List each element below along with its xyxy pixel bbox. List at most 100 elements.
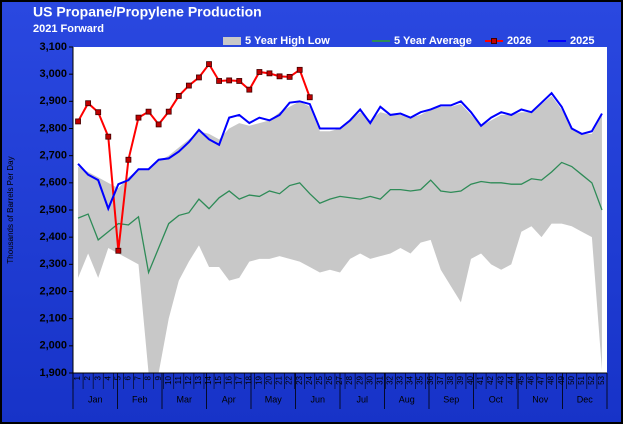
line: [77, 161, 603, 275]
x-tick-label: 22: [285, 375, 294, 384]
y-tick-label: 2,200: [39, 285, 67, 297]
x-tick-label: 29: [355, 375, 364, 384]
month-label: Mar: [177, 394, 193, 404]
x-tick-label: 43: [496, 375, 505, 384]
x-tick-label: 16: [224, 375, 233, 384]
x-tick-label: 41: [476, 375, 485, 384]
legend-marker: [491, 38, 497, 44]
marker: [236, 78, 243, 84]
y-tick-label: 2,100: [39, 313, 67, 325]
x-tick-label: 23: [295, 375, 304, 384]
chart-subtitle: 2021 Forward: [33, 23, 104, 35]
x-tick-label: 51: [577, 375, 586, 384]
x-tick-label: 32: [385, 375, 394, 384]
x-tick-label: 5: [113, 375, 122, 380]
marker: [75, 118, 81, 125]
x-tick-label: 25: [315, 375, 324, 384]
marker: [175, 93, 182, 99]
marker: [135, 114, 142, 121]
legend-label: 2026: [507, 35, 531, 47]
marker: [155, 121, 162, 128]
x-tick-label: 45: [516, 375, 525, 384]
x-tick-label: 52: [587, 375, 596, 384]
marker: [125, 156, 132, 163]
y-tick-label: 2,700: [39, 150, 67, 162]
month-label: Oct: [489, 394, 504, 404]
x-tick-label: 33: [396, 375, 405, 384]
range-band: [78, 95, 602, 374]
x-tick-label: 17: [234, 375, 243, 384]
month-label: Jan: [88, 394, 103, 404]
marker: [226, 77, 233, 84]
y-tick-label: 2,900: [39, 95, 67, 107]
x-tick-label: 2: [83, 375, 92, 380]
chart-title: US Propane/Propylene Production: [33, 4, 262, 20]
x-tick-label: 28: [345, 375, 354, 384]
month-label: Nov: [532, 394, 549, 404]
x-tick-label: 7: [134, 375, 143, 380]
marker: [216, 78, 222, 84]
marker: [276, 73, 283, 80]
x-tick-label: 8: [144, 375, 153, 380]
x-tick-label: 37: [436, 375, 445, 384]
marker: [306, 94, 313, 101]
legend-swatch: [223, 37, 241, 45]
marker: [85, 100, 92, 107]
y-tick-label: 1,900: [39, 367, 67, 379]
marker: [95, 109, 102, 116]
x-tick-label: 44: [506, 375, 515, 384]
x-tick-label: 4: [103, 375, 112, 380]
month-label: May: [265, 394, 283, 404]
marker: [105, 133, 112, 140]
x-tick-label: 26: [325, 375, 334, 384]
x-tick-label: 31: [375, 375, 384, 384]
month-label: Apr: [222, 394, 236, 404]
x-tick-label: 39: [456, 375, 465, 384]
marker: [246, 86, 253, 93]
x-tick-label: 1: [73, 375, 82, 380]
month-label: Sep: [443, 394, 459, 404]
marker: [286, 73, 293, 80]
x-tick-label: 18: [244, 375, 253, 384]
x-tick-label: 48: [547, 375, 556, 384]
marker: [196, 74, 202, 81]
x-tick-label: 50: [567, 375, 576, 384]
x-tick-label: 36: [426, 375, 435, 384]
x-tick-label: 34: [406, 375, 415, 384]
x-tick-label: 9: [154, 375, 163, 380]
x-tick-label: 30: [365, 375, 374, 384]
marker: [256, 69, 263, 75]
marker: [185, 82, 192, 89]
x-tick-label: 40: [466, 375, 475, 384]
x-tick-label: 49: [557, 375, 566, 384]
month-label: Dec: [577, 394, 594, 404]
y-tick-label: 2,800: [39, 122, 67, 134]
month-label: Aug: [399, 394, 415, 404]
x-tick-label: 13: [194, 375, 203, 384]
x-tick-label: 46: [527, 375, 536, 384]
y-tick-label: 2,400: [39, 231, 67, 243]
marker: [206, 61, 212, 68]
y-tick-label: 3,000: [39, 68, 67, 80]
y-tick-label: 2,000: [39, 340, 67, 352]
x-tick-label: 10: [164, 375, 173, 384]
y-axis-label: Thousands of Barrels Per Day: [6, 156, 15, 263]
x-tick-label: 14: [204, 375, 213, 384]
x-tick-label: 20: [265, 375, 274, 384]
month-label: Jul: [356, 394, 368, 404]
x-tick-label: 19: [255, 375, 264, 384]
x-tick-label: 42: [486, 375, 495, 384]
y-tick-label: 3,100: [39, 41, 67, 53]
x-tick-label: 11: [174, 375, 183, 384]
marker: [115, 247, 122, 254]
marker: [266, 70, 273, 77]
legend-label: 5 Year Average: [394, 35, 472, 47]
x-tick-label: 53: [597, 375, 606, 384]
x-tick-label: 15: [214, 375, 223, 384]
x-tick-label: 12: [184, 375, 193, 384]
x-tick-label: 38: [446, 375, 455, 384]
y-tick-label: 2,600: [39, 177, 67, 189]
x-tick-label: 3: [93, 375, 102, 380]
